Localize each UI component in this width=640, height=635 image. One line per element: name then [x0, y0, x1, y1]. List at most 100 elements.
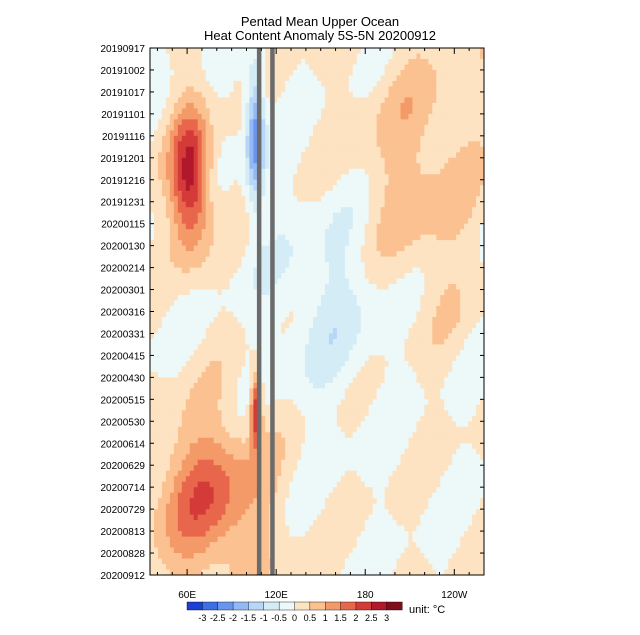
field-cell — [253, 333, 258, 340]
field-cell — [193, 311, 199, 318]
field-cell — [436, 284, 441, 290]
field-cell — [416, 360, 421, 367]
field-cell — [305, 338, 310, 345]
field-cell — [241, 130, 246, 137]
field-cell — [476, 185, 481, 192]
field-cell — [424, 212, 429, 219]
field-cell — [313, 278, 318, 285]
field-cell — [181, 119, 187, 126]
field-cell — [440, 53, 445, 60]
field-cell — [456, 69, 461, 76]
field-cell — [448, 80, 453, 87]
field-cell — [400, 91, 405, 98]
chart-title-line-1: Pentad Mean Upper Ocean — [241, 14, 399, 29]
field-cell — [301, 338, 306, 345]
field-cell — [480, 355, 484, 362]
field-cell — [293, 69, 298, 76]
field-cell — [229, 360, 234, 367]
field-cell — [384, 130, 389, 137]
field-cell — [165, 306, 171, 312]
field-cell — [396, 316, 401, 323]
field-cell — [412, 240, 417, 247]
field-cell — [201, 278, 207, 285]
field-cell — [245, 223, 250, 230]
field-cell — [161, 306, 167, 312]
field-cell — [376, 119, 382, 126]
field-cell — [233, 245, 238, 252]
field-cell — [416, 91, 421, 98]
field-cell — [468, 344, 473, 351]
field-cell — [324, 119, 330, 126]
field-cell — [396, 245, 401, 252]
field-cell — [181, 152, 187, 159]
field-cell — [384, 278, 389, 285]
field-cell — [150, 102, 155, 109]
field-cell — [165, 135, 171, 142]
field-cell — [464, 146, 469, 153]
field-cell — [253, 349, 258, 356]
field-cell — [368, 185, 374, 192]
field-cell — [412, 295, 417, 301]
field-cell — [193, 58, 199, 65]
field-cell — [448, 113, 453, 120]
field-cell — [408, 256, 413, 263]
field-cell — [460, 267, 465, 274]
field-cell — [289, 223, 294, 230]
field-cell — [165, 141, 171, 148]
field-cell — [372, 218, 378, 225]
field-cell — [193, 327, 199, 334]
field-cell — [436, 207, 441, 214]
field-cell — [229, 130, 234, 137]
field-cell — [261, 278, 266, 285]
field-cell — [376, 48, 382, 54]
field-cell — [261, 196, 266, 203]
field-cell — [153, 366, 159, 373]
field-cell — [424, 289, 429, 296]
field-cell — [169, 366, 175, 373]
field-cell — [253, 157, 258, 164]
field-cell — [476, 130, 481, 137]
field-cell — [305, 69, 310, 76]
field-cell — [233, 58, 238, 65]
field-cell — [169, 201, 175, 208]
field-cell — [281, 229, 286, 236]
field-cell — [400, 273, 405, 279]
field-cell — [229, 157, 234, 164]
field-cell — [197, 146, 203, 153]
field-cell — [424, 75, 429, 82]
field-cell — [273, 157, 278, 164]
field-cell — [157, 201, 163, 208]
field-cell — [273, 295, 278, 301]
field-cell — [368, 157, 374, 164]
field-cell — [285, 163, 290, 170]
field-cell — [452, 344, 457, 351]
field-cell — [440, 223, 445, 230]
field-cell — [209, 75, 215, 82]
field-cell — [472, 80, 477, 87]
field-cell — [436, 355, 441, 362]
field-cell — [285, 124, 290, 131]
field-cell — [265, 179, 270, 186]
field-cell — [416, 273, 421, 279]
field-cell — [424, 355, 429, 362]
field-cell — [336, 196, 342, 203]
field-cell — [364, 366, 370, 373]
field-cell — [265, 360, 270, 367]
field-cell — [313, 69, 318, 76]
field-cell — [424, 306, 429, 312]
field-cell — [344, 113, 350, 120]
field-cell — [368, 212, 374, 219]
field-cell — [297, 201, 302, 208]
field-cell — [293, 333, 298, 340]
field-cell — [464, 207, 469, 214]
field-cell — [253, 135, 258, 142]
field-cell — [161, 256, 167, 263]
field-cell — [384, 333, 389, 340]
field-cell — [380, 113, 385, 120]
field-cell — [452, 316, 457, 323]
field-cell — [197, 124, 203, 131]
field-cell — [261, 119, 266, 126]
field-cell — [293, 53, 298, 60]
field-cell — [340, 338, 346, 345]
